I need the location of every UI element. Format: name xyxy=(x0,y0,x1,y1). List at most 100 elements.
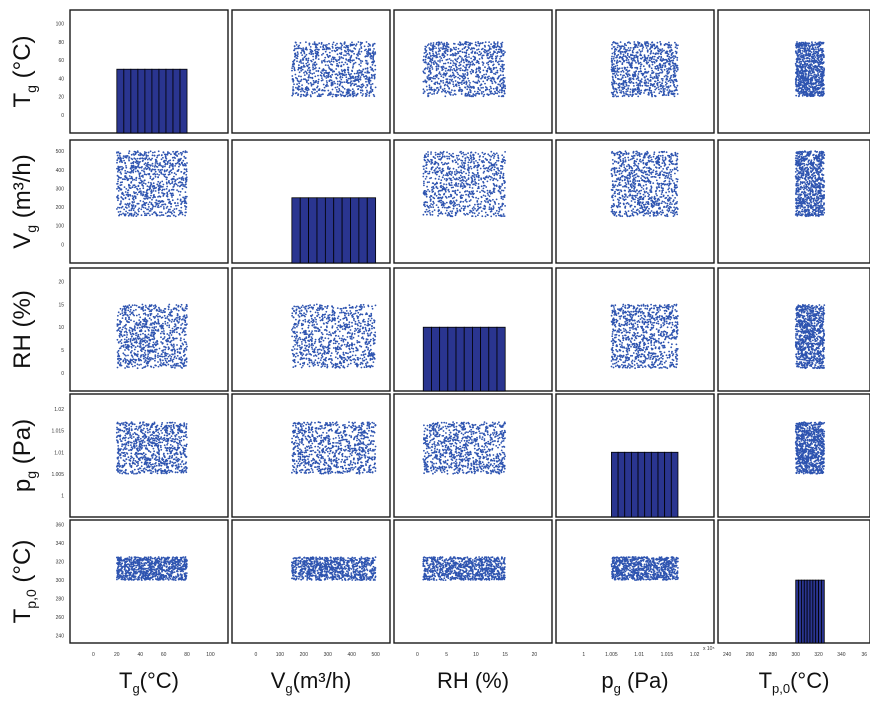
scatter-point xyxy=(373,42,376,45)
scatter-point xyxy=(626,54,629,57)
scatter-point xyxy=(177,181,180,184)
scatter-point xyxy=(295,76,297,79)
scatter-point xyxy=(177,204,179,207)
scatter-point xyxy=(665,77,668,80)
scatter-point xyxy=(803,63,805,66)
scatter-point xyxy=(613,90,616,93)
scatter-point xyxy=(471,60,474,63)
scatter-point xyxy=(134,211,136,214)
scatter-point xyxy=(314,88,316,91)
scatter-point xyxy=(144,198,146,200)
scatter-point xyxy=(673,62,675,65)
scatter-point xyxy=(798,80,801,83)
scatter-point xyxy=(158,182,161,185)
scatter-point xyxy=(161,180,164,183)
scatter-point xyxy=(448,87,450,89)
scatter-point xyxy=(672,74,675,77)
scatter-point xyxy=(144,212,146,215)
scatter-point xyxy=(357,74,360,77)
scatter-point xyxy=(502,70,504,73)
scatter-point xyxy=(324,89,326,92)
scatter-point xyxy=(315,70,318,72)
scatter-point xyxy=(496,45,499,48)
scatter-point xyxy=(137,202,140,205)
scatter-point xyxy=(372,58,375,61)
scatter-point xyxy=(153,185,156,187)
scatter-point xyxy=(819,94,822,97)
scatter-point xyxy=(488,165,491,168)
scatter-point xyxy=(344,94,347,97)
scatter-point xyxy=(447,46,450,49)
scatter-point xyxy=(158,202,160,205)
scatter-point xyxy=(666,54,669,57)
scatter-point xyxy=(444,72,446,75)
scatter-point xyxy=(611,52,614,55)
scatter-point xyxy=(822,90,825,93)
scatter-point xyxy=(658,81,661,84)
scatter-point xyxy=(302,47,305,49)
scatter-point xyxy=(501,60,504,63)
scatter-point xyxy=(486,78,489,81)
scatter-point xyxy=(643,92,645,94)
scatter-point xyxy=(615,62,618,65)
scatter-point xyxy=(492,87,495,90)
scatter-point xyxy=(615,73,618,75)
scatter-point xyxy=(467,161,470,164)
scatter-point xyxy=(809,65,812,67)
scatter-point xyxy=(463,81,466,84)
scatter-point xyxy=(437,65,440,68)
scatter-point xyxy=(141,183,144,186)
scatter-point xyxy=(338,46,340,49)
scatter-point xyxy=(501,78,503,81)
scatter-point xyxy=(166,163,169,166)
scatter-point xyxy=(458,84,460,87)
scatter-point xyxy=(655,87,658,90)
scatter-point xyxy=(340,72,342,75)
scatter-point xyxy=(482,64,484,66)
scatter-point xyxy=(360,70,362,72)
scatter-point xyxy=(364,95,367,97)
scatter-point xyxy=(360,83,363,86)
scatter-point xyxy=(673,83,675,86)
scatter-point xyxy=(366,63,369,66)
scatter-point xyxy=(443,62,445,65)
scatter-point xyxy=(468,53,470,56)
scatter-point xyxy=(484,211,487,214)
scatter-point xyxy=(359,89,362,92)
scatter-point xyxy=(130,181,133,184)
scatter-point xyxy=(462,58,465,61)
scatter-point xyxy=(496,86,498,88)
scatter-point xyxy=(440,201,442,204)
scatter-point xyxy=(131,201,134,204)
histogram-bar xyxy=(137,68,146,134)
scatter-point xyxy=(634,93,637,95)
scatter-point xyxy=(120,184,123,186)
scatter-point xyxy=(428,190,431,193)
scatter-point xyxy=(179,190,182,193)
scatter-point xyxy=(618,57,621,59)
scatter-point xyxy=(466,88,469,91)
scatter-point xyxy=(496,61,499,64)
scatter-point xyxy=(670,74,673,77)
scatter-point xyxy=(143,154,146,156)
scatter-point xyxy=(799,63,802,66)
scatter-point xyxy=(493,168,496,171)
scatter-point xyxy=(153,166,156,168)
scatter-point xyxy=(623,74,625,77)
scatter-point xyxy=(173,175,175,178)
scatter-point xyxy=(302,62,304,65)
scatter-point xyxy=(674,55,677,58)
scatter-point xyxy=(454,93,457,96)
scatter-point xyxy=(808,90,810,93)
scatter-point xyxy=(637,41,639,43)
scatter-point xyxy=(485,73,488,76)
scatter-point xyxy=(163,188,166,191)
scatter-point xyxy=(334,82,336,85)
scatter-point xyxy=(442,66,445,68)
scatter-point xyxy=(450,48,452,51)
scatter-point xyxy=(458,86,461,89)
scatter-point xyxy=(177,184,179,187)
scatter-point xyxy=(304,70,307,73)
scatter-point xyxy=(372,53,375,56)
